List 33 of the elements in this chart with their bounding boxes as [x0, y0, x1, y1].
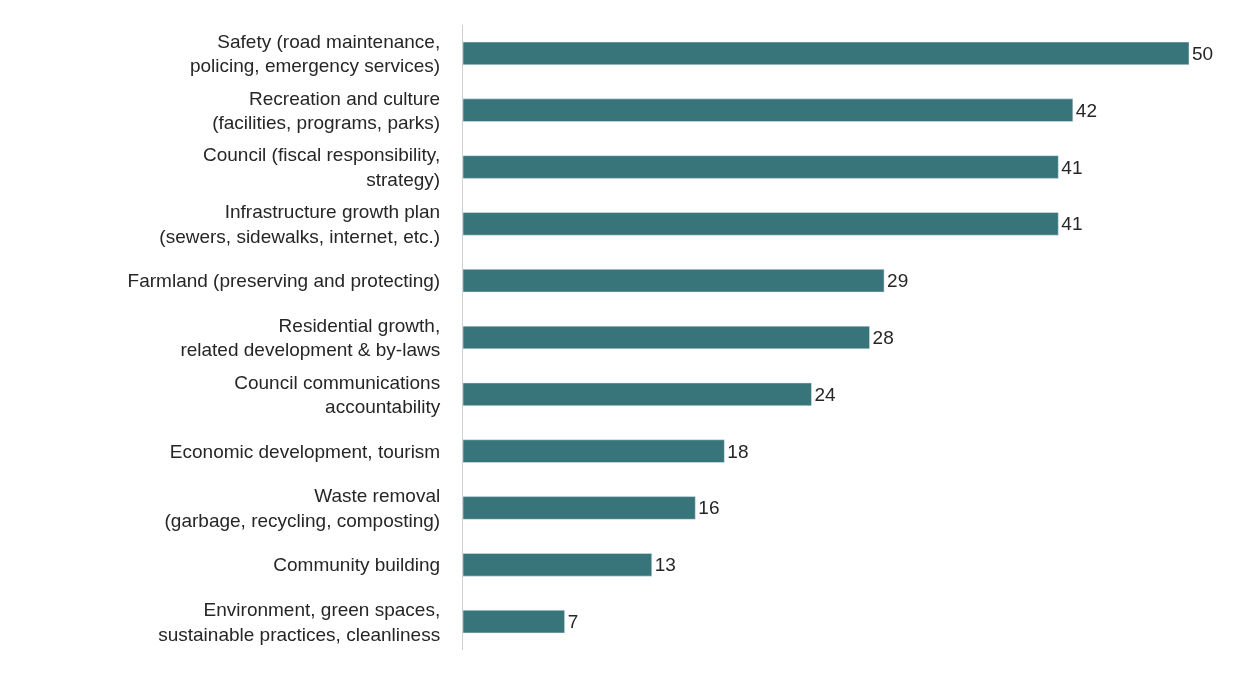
y-tick-label: Residential growth, related development & by-laws [180, 314, 441, 361]
data-label: 29 [887, 270, 909, 292]
data-label: 28 [872, 327, 894, 348]
y-tick-label: Farmland (preserving and protecting) [127, 270, 441, 292]
y-tick-label: Recreation and culture (facilities, programs, parks) [212, 87, 441, 134]
data-label: 7 [567, 611, 579, 633]
bar [463, 439, 725, 463]
y-tick-label: Environment, green spaces, sustainable practices, cleanliness [158, 598, 441, 645]
data-label: 50 [1192, 42, 1214, 64]
bar [463, 269, 885, 293]
data-label: 13 [654, 554, 676, 576]
y-tick-label: Council communications accountability [234, 371, 441, 418]
data-label: 41 [1061, 213, 1083, 235]
y-tick-label: Council (fiscal responsibility, strategy) [202, 144, 441, 191]
bar [463, 212, 1059, 236]
bar [463, 609, 565, 634]
bar [463, 325, 870, 350]
bar [463, 382, 812, 406]
y-tick-label: Safety (road maintenance, policing, emergency services) [189, 30, 441, 77]
bar [463, 155, 1059, 179]
y-tick-label: Infrastructure growth plan (sewers, sidewalks, internet, etc.) [159, 201, 441, 247]
data-label: 24 [814, 383, 837, 405]
data-label: 42 [1075, 99, 1097, 121]
data-label: 16 [698, 497, 720, 519]
bar [463, 496, 696, 520]
data-label: 18 [727, 440, 749, 462]
y-tick-label: Community building [273, 554, 441, 576]
bar [463, 98, 1074, 122]
data-label: 41 [1061, 156, 1083, 178]
y-tick-label: Economic development, tourism [169, 440, 441, 462]
bar [463, 41, 1189, 66]
y-tick-label: Waste removal (garbage, recycling, composting) [164, 485, 441, 531]
bar [463, 553, 653, 577]
